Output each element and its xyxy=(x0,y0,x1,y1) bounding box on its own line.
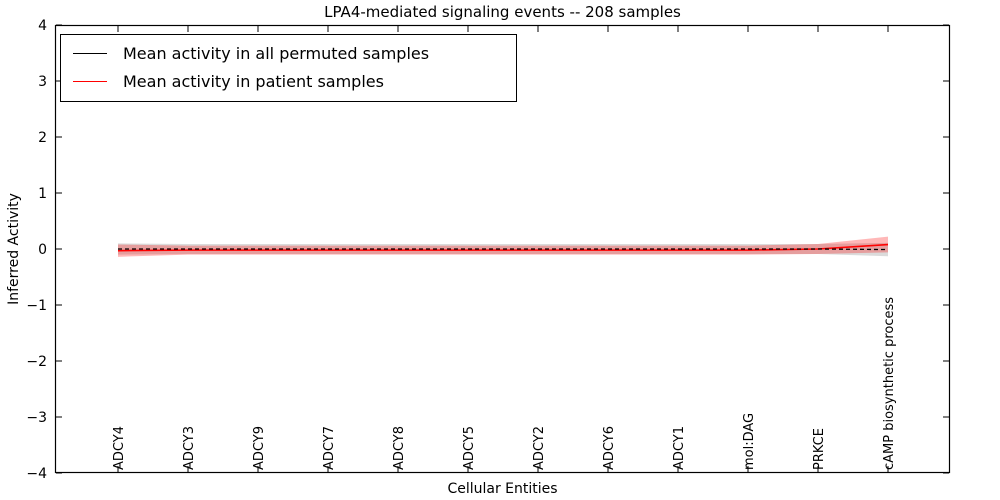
y-tick-label: −1 xyxy=(26,298,47,314)
legend-line-sample-red xyxy=(73,81,107,83)
line-patient-mean xyxy=(117,243,889,252)
x-tick-label: ADCY9 xyxy=(252,426,267,470)
x-tick-label: mol:DAG xyxy=(742,413,757,470)
band-series-1 xyxy=(118,236,888,257)
tick-labels: 4 3 2 1 0 −1 −2 −3 −4 ADCY4 ADCY3 ADCY9 ADCY7 ADCY8 AD… xyxy=(26,18,897,482)
y-tick-label: −4 xyxy=(26,466,47,482)
y-tick-label: 4 xyxy=(38,18,47,34)
x-tick-label: ADCY7 xyxy=(322,426,337,470)
y-tick-label: −2 xyxy=(26,354,47,370)
legend-label: Mean activity in all permuted samples xyxy=(123,44,430,63)
x-tick-label: cAMP biosynthetic process xyxy=(882,297,897,470)
y-tick-label: 0 xyxy=(38,242,47,258)
x-tick-label: ADCY6 xyxy=(602,426,617,470)
legend-label: Mean activity in patient samples xyxy=(123,72,384,92)
axes-frame xyxy=(54,24,951,474)
x-axis-label: Cellular Entities xyxy=(447,481,558,497)
line-permuted-mean xyxy=(118,248,889,251)
chart-title: LPA4-mediated signaling events -- 208 sa… xyxy=(324,3,681,21)
y-tick-label: 2 xyxy=(38,130,47,146)
x-tick-label: PRKCE xyxy=(812,428,827,470)
y-tick-label: −3 xyxy=(26,410,47,426)
confidence-bands xyxy=(118,236,888,257)
legend-line-sample-black xyxy=(73,53,107,55)
legend-entry-permuted: Mean activity in all permuted samples xyxy=(73,44,506,63)
x-tick-label: ADCY3 xyxy=(182,426,197,470)
y-axis-label: Inferred Activity xyxy=(6,193,22,305)
plot-frame xyxy=(54,24,951,474)
y-tick-label: 3 xyxy=(38,74,47,90)
x-tick-label: ADCY5 xyxy=(462,426,477,470)
legend-entry-patient: Mean activity in patient samples xyxy=(73,72,506,91)
y-tick-label: 1 xyxy=(38,186,47,202)
series-lines xyxy=(117,243,889,252)
x-tick-label: ADCY4 xyxy=(112,426,127,470)
legend: Mean activity in all permuted samples Me… xyxy=(60,34,517,103)
x-tick-label: ADCY2 xyxy=(532,426,547,470)
x-tick-label: ADCY1 xyxy=(672,426,687,470)
x-tick-label: ADCY8 xyxy=(392,426,407,470)
